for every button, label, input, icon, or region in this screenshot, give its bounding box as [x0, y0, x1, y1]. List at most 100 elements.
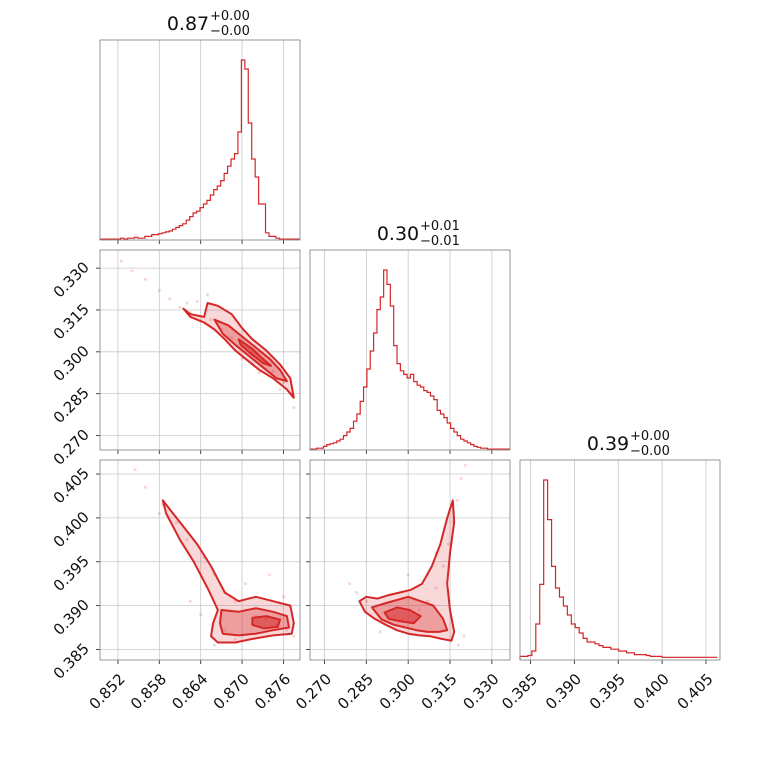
contour-panel-1-0-point-4 — [168, 297, 172, 301]
contour-panel-2-0-point-22 — [281, 595, 286, 599]
hist-panel-1-bg — [310, 250, 510, 450]
hist-panel-2: 0.39 +0.00−0.00 0.385 0.390 0.395 0.400 0.405 — [498, 429, 721, 713]
contour-panel-1-0-point-18 — [195, 300, 199, 304]
contour-panel-2-1-point-14 — [463, 463, 467, 467]
contour-panel-1-0-point-3 — [157, 288, 161, 293]
contour-panel-1-0-point-5 — [178, 305, 182, 309]
contour-panel-2-0-point-18 — [188, 599, 192, 603]
contour-panel-2-0-yticklabel-1: 0.390 — [50, 596, 93, 639]
contour-panel-1-0-contour-inner — [237, 338, 272, 367]
hist-panel-2-title-value: 0.39 — [587, 433, 629, 455]
contour-panel-1-0-yticklabel-0: 0.270 — [50, 426, 93, 469]
contour-panel-1-0-yticklabel-3: 0.315 — [50, 300, 93, 343]
contour-panel-1-0-bg — [100, 250, 300, 450]
contour-panel-2-1-point-12 — [455, 498, 459, 502]
contour-panel-2-0-point-16 — [233, 637, 237, 641]
contour-panel-2-0-point-15 — [223, 628, 227, 632]
contour-panel-1-0-yticklabel-2: 0.300 — [50, 342, 93, 385]
contour-panel-2-0-xticklabel-2: 0.864 — [168, 670, 211, 713]
contour-panel-2-0-point-14 — [292, 634, 296, 638]
hist-panel-2-bg — [520, 460, 720, 660]
contour-panel-2-1-xticklabel-3: 0.315 — [418, 670, 461, 713]
contour-panel-2-0-yticklabel-3: 0.400 — [50, 508, 93, 551]
contour-panel-1-0-yticklabel-4: 0.330 — [50, 258, 93, 301]
hist-panel-2-title-lower: −0.00 — [630, 444, 670, 459]
contour-panel-1-0-point-15 — [281, 380, 286, 385]
contour-panel-2-1-border — [309, 459, 511, 661]
hist-panel-2-xticklabel-0: 0.385 — [498, 670, 541, 713]
contour-panel-2-1-point-19 — [406, 573, 410, 577]
contour-panel-1-0-point-14 — [271, 369, 275, 373]
contour-panel-2-1-point-8 — [434, 586, 438, 590]
contour-panel-2-0-xticklabel-0: 0.852 — [86, 670, 129, 713]
contour-panel-2-0-point-13 — [285, 628, 289, 632]
contour-panel-1-0-point-8 — [209, 318, 213, 322]
contour-panel-2-0-point-20 — [243, 582, 248, 586]
hist-panel-2-xticklabel-1: 0.390 — [542, 670, 585, 713]
corner-plot-panels: 0.87 +0.00−0.000.30 +0.01−0.010.39 +0.00−0.… — [50, 9, 721, 713]
contour-panel-1-0-point-20 — [185, 301, 189, 305]
contour-panel-1-0-contour-outer — [182, 302, 295, 399]
hist-panel-2-xticklabel-4: 0.405 — [674, 670, 717, 713]
contour-panel-2-0-contour-inner — [251, 615, 281, 630]
contour-panel-2-1-point-6 — [417, 608, 421, 612]
contour-panel-2-0-xticklabel-4: 0.876 — [251, 670, 294, 713]
hist-panel-2-step — [519, 479, 718, 660]
contour-panel-2-1-xticklabel-1: 0.285 — [334, 670, 377, 713]
contour-panel-2-1-bg — [310, 460, 510, 660]
contour-panel-2-0-point-21 — [268, 573, 272, 577]
hist-panel-1-title-value: 0.30 — [377, 223, 419, 245]
contour-panel-2-1-xticklabel-2: 0.300 — [376, 670, 419, 713]
contour-panel-2-0-xticklabel-3: 0.870 — [210, 670, 253, 713]
hist-panel-1-border — [309, 249, 511, 451]
hist-panel-1-step — [309, 269, 510, 450]
contour-panel-1-0-point-1 — [130, 269, 134, 273]
contour-panel-2-1-contour-inner — [383, 606, 422, 625]
contour-panel-2-1-point-22 — [462, 634, 466, 638]
contour-panel-2-1-point-0 — [364, 599, 368, 603]
contour-panel-2-0-point-19 — [212, 643, 217, 647]
hist-panel-0-border — [99, 39, 301, 241]
contour-panel-1-0-point-10 — [230, 336, 234, 340]
hist-panel-0-bg — [100, 40, 300, 240]
hist-panel-1: 0.30 +0.01−0.01 — [309, 219, 511, 454]
hist-panel-1-title-upper: +0.01 — [420, 219, 460, 234]
contour-panel-2-0-xticklabel-1: 0.858 — [127, 670, 170, 713]
contour-panel-1-0-point-17 — [292, 406, 296, 410]
hist-panel-0-title-value: 0.87 — [167, 13, 209, 35]
contour-panel-2-1-xticklabel-0: 0.270 — [292, 670, 335, 713]
contour-panel-2-0-yticklabel-0: 0.385 — [50, 640, 93, 683]
contour-panel-1-0-point-0 — [119, 259, 123, 263]
contour-panel-1-0-point-23 — [278, 387, 282, 392]
contour-panel-2-0-point-23 — [157, 511, 161, 516]
contour-panel-2-0-border — [99, 459, 301, 661]
contour-panel-2-0-point-0 — [133, 468, 137, 472]
contour-panel-2-1-point-13 — [459, 476, 463, 481]
contour-panel-1-0-point-2 — [143, 277, 148, 281]
hist-panel-2-border — [519, 459, 721, 661]
contour-panel-2-0-point-4 — [185, 538, 189, 542]
contour-panel-2-1-xticklabel-4: 0.330 — [460, 670, 503, 713]
contour-panel-1-0-point-19 — [205, 293, 210, 297]
contour-panel-2-0-yticklabel-4: 0.405 — [50, 464, 93, 507]
contour-panel-2-1-point-16 — [348, 582, 352, 586]
contour-panel-2-1-point-7 — [426, 599, 430, 603]
hist-panel-1-title-lower: −0.01 — [420, 234, 460, 249]
hist-panel-0-title-lower: −0.00 — [210, 24, 250, 39]
contour-panel-1-0-yticklabel-1: 0.285 — [50, 384, 93, 427]
contour-panel-2-0-point-3 — [174, 520, 179, 524]
contour-panel-2-1-point-15 — [354, 590, 359, 595]
contour-panel-2-0-contour-outer — [161, 499, 295, 644]
hist-panel-2-xticklabel-2: 0.395 — [586, 670, 629, 713]
contour-panel-1-0-point-21 — [240, 357, 244, 361]
hist-panel-2-xticklabel-3: 0.400 — [630, 670, 673, 713]
contour-panel-2-0-point-17 — [199, 612, 203, 616]
contour-panel-2-1-point-18 — [456, 643, 460, 647]
hist-panel-0-title-upper: +0.00 — [210, 9, 250, 24]
contour-panel-1-0-border — [99, 249, 301, 451]
contour-panel-2-1-point-21 — [378, 630, 382, 634]
